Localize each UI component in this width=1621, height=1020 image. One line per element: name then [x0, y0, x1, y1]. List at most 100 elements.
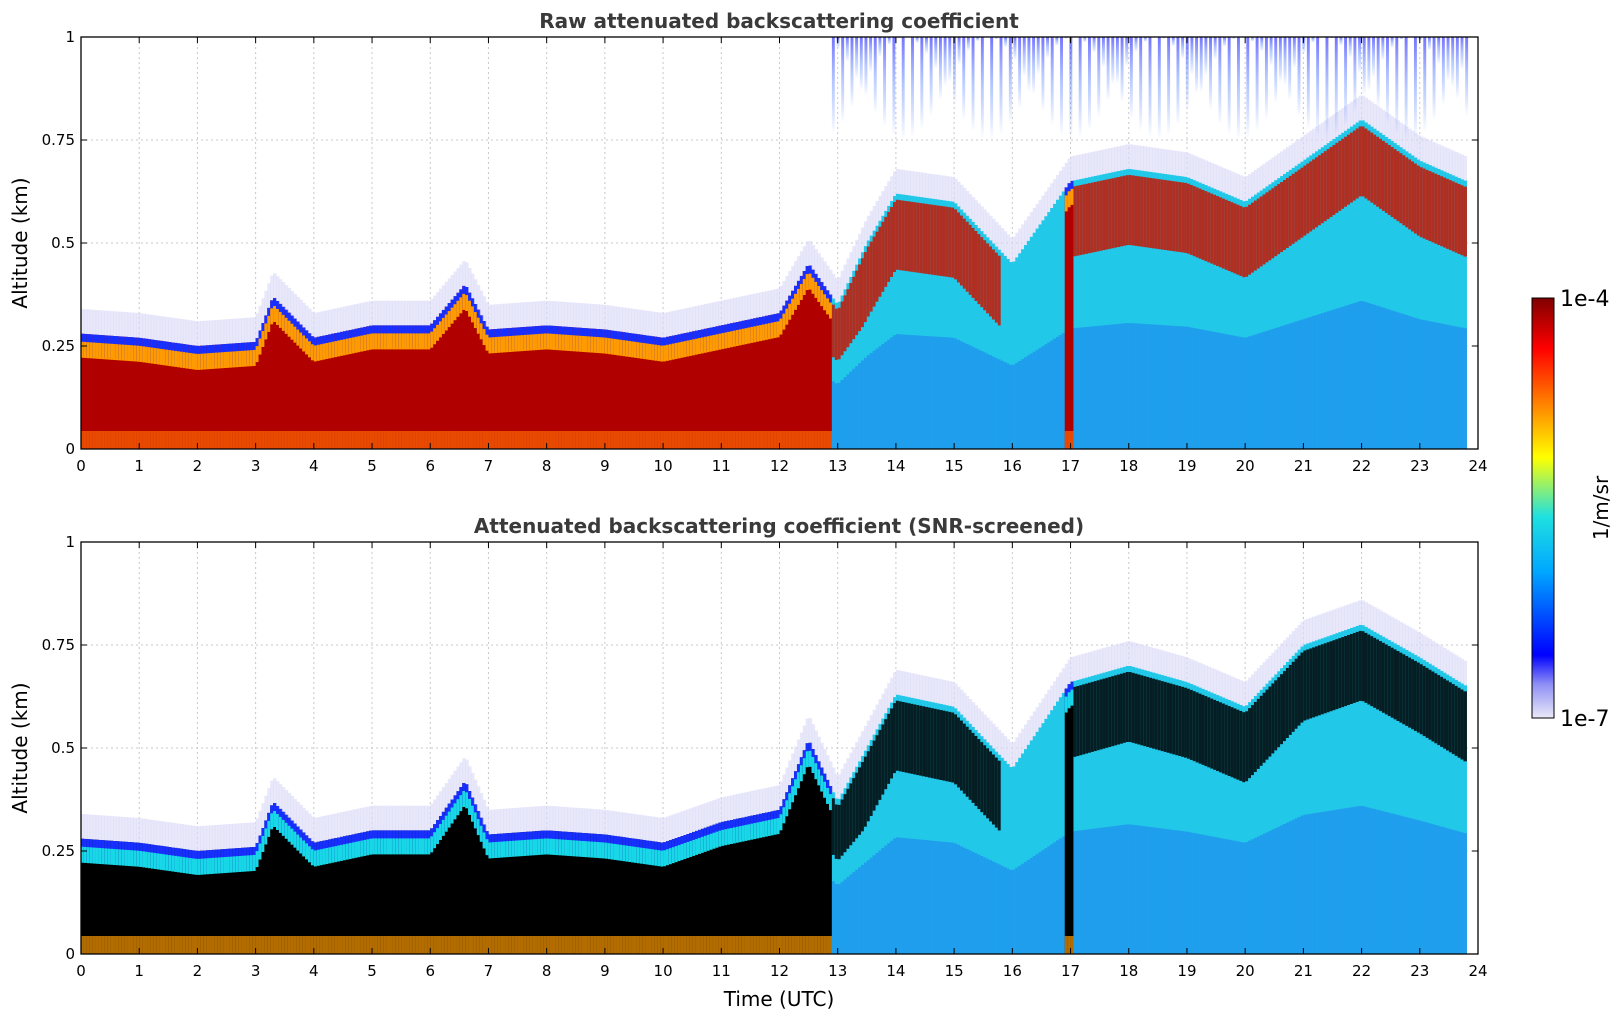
heatmap-column [1384, 136, 1389, 449]
haze-cell [1387, 615, 1392, 641]
cloud-band [1370, 636, 1374, 707]
surface-layer [226, 936, 231, 954]
heatmap-column [526, 831, 530, 954]
haze-cell [913, 673, 917, 699]
surface-layer [270, 936, 274, 954]
haze-cell [185, 319, 190, 345]
surface-layer [628, 431, 632, 449]
lower-layer [1315, 315, 1319, 449]
heatmap-column [1093, 175, 1098, 449]
heatmap-column [971, 221, 976, 449]
lower-layer [1277, 327, 1281, 449]
heatmap-column [1114, 171, 1118, 449]
lower-layer [954, 843, 958, 954]
heatmap-column [869, 235, 874, 449]
x-tick-label: 11 [712, 457, 731, 475]
surface-layer [747, 936, 751, 954]
heatmap-column [540, 325, 545, 449]
lower-layer [1277, 826, 1281, 954]
haze-cell [1026, 720, 1031, 745]
layer-edge [636, 342, 641, 359]
heatmap-column [415, 830, 420, 954]
heatmap-column [683, 835, 687, 954]
surface-layer [619, 936, 623, 954]
cloud-band [1291, 661, 1296, 732]
haze-cell [1242, 681, 1246, 707]
heatmap-column [438, 313, 443, 449]
lower-layer [1274, 328, 1278, 449]
surface-layer [802, 936, 807, 954]
haze-cell [1105, 148, 1109, 174]
lower-layer [1166, 325, 1171, 449]
surface-layer [156, 936, 161, 954]
lower-layer [1192, 328, 1197, 449]
haze-cell [214, 824, 219, 850]
heatmap-column [1055, 701, 1060, 954]
haze-cell [922, 172, 926, 198]
layer-edge [372, 838, 376, 855]
heatmap-column [328, 334, 332, 449]
haze-cell [1181, 656, 1185, 681]
haze-cell [1376, 106, 1380, 131]
lower-layer [1102, 827, 1107, 954]
heatmap-column [261, 322, 265, 449]
heatmap-column [1361, 625, 1366, 954]
surface-layer [633, 431, 638, 449]
haze-cell [1422, 137, 1427, 163]
heatmap-column [654, 336, 658, 449]
haze-cell [1379, 108, 1383, 133]
heatmap-column [194, 345, 199, 449]
lower-layer [930, 840, 935, 954]
haze-cell [491, 304, 495, 330]
cloud-band [1236, 709, 1240, 780]
heatmap-column [543, 325, 548, 449]
lower-layer [1428, 321, 1433, 449]
heatmap-column [209, 345, 213, 449]
haze-cell [1323, 612, 1328, 638]
cloud-band [942, 710, 946, 781]
heatmap-column [796, 764, 801, 954]
haze-cell [1093, 650, 1098, 676]
heatmap-column [776, 313, 781, 449]
heatmap-column [1134, 169, 1139, 449]
surface-layer [645, 936, 650, 954]
heatmap-column [989, 240, 993, 449]
heatmap-column [147, 844, 152, 954]
haze-cell [893, 672, 897, 698]
surface-layer [441, 936, 446, 954]
noise-speckle [1139, 37, 1143, 131]
layer-edge [791, 786, 795, 803]
haze-cell [1157, 148, 1162, 174]
heatmap-column [252, 846, 257, 954]
heatmap-column [840, 295, 845, 449]
layer-edge [124, 344, 129, 361]
cloud-band [1239, 710, 1243, 781]
surface-layer [817, 936, 821, 954]
haze-cell [270, 275, 274, 301]
heatmap-column [1454, 679, 1459, 954]
layer-edge [706, 834, 711, 851]
lower-layer [1009, 869, 1013, 954]
surface-layer [750, 936, 754, 954]
layer-edge [826, 298, 830, 315]
heatmap-column [776, 810, 781, 954]
cloud-band [852, 276, 856, 340]
heatmap-column [223, 849, 228, 954]
cloud-band [1332, 144, 1336, 215]
surface-layer [558, 936, 562, 954]
heatmap-column [942, 200, 946, 449]
heatmap-column [802, 750, 807, 954]
heatmap-column [1029, 740, 1034, 954]
layer-edge [505, 336, 510, 353]
haze-cell [412, 805, 417, 831]
lower-layer [866, 860, 871, 954]
layer-edge [383, 838, 388, 855]
haze-cell [1166, 652, 1171, 677]
cloud-band [986, 748, 990, 819]
haze-cell [1125, 641, 1130, 667]
haze-cell [898, 169, 903, 195]
lower-layer [1044, 848, 1048, 954]
heatmap-column [1347, 128, 1351, 449]
layer-edge [479, 323, 484, 340]
cloud-band [936, 709, 941, 780]
